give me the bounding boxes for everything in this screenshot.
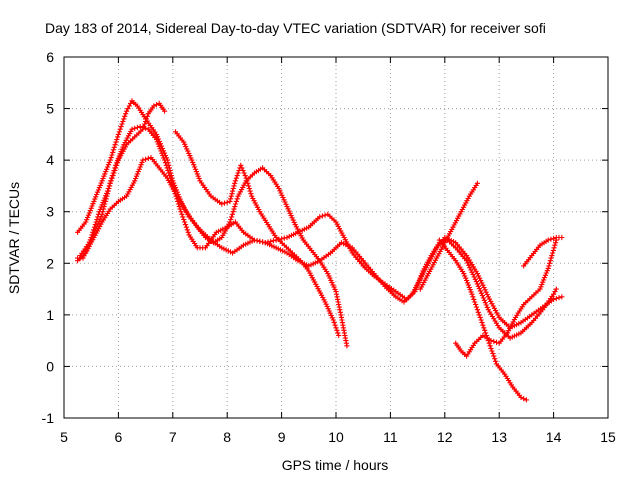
x-tick-label: 11: [383, 429, 398, 445]
series-line: [77, 100, 562, 329]
x-tick-label: 9: [278, 429, 286, 445]
x-tick-label: 6: [115, 429, 123, 445]
series-track-d: [77, 100, 168, 259]
y-tick-label: 1: [46, 307, 54, 323]
series-track-b: [75, 124, 559, 341]
x-tick-label: 14: [546, 429, 562, 445]
plus-markers: [172, 129, 342, 339]
x-tick-label: 10: [328, 429, 344, 445]
x-tick-label: 12: [437, 429, 453, 445]
y-axis-label: SDTVAR / TECUs: [6, 182, 22, 294]
plus-markers: [75, 155, 350, 349]
series-track-h: [453, 237, 559, 359]
series-track-g: [436, 237, 529, 403]
y-tick-label: 6: [46, 49, 54, 65]
plus-markers: [417, 180, 480, 292]
y-tick-label: 4: [46, 152, 54, 168]
plot-series: [75, 98, 565, 403]
series-track-e: [172, 129, 342, 339]
y-tick-label: 2: [46, 255, 54, 271]
plus-markers: [77, 100, 168, 259]
x-tick-label: 8: [223, 429, 231, 445]
y-tick-label: -1: [42, 410, 55, 426]
plot-frame: [63, 56, 609, 419]
series-track-c: [75, 155, 350, 349]
series-track-f: [417, 180, 480, 292]
plus-markers: [521, 234, 565, 269]
series-line: [455, 239, 557, 357]
y-tick-label: 5: [46, 101, 54, 117]
x-tick-label: 15: [600, 429, 616, 445]
x-tick-label: 7: [169, 429, 177, 445]
x-tick-label: 5: [60, 429, 68, 445]
plus-markers: [436, 237, 529, 403]
y-tick-label: 3: [46, 204, 54, 220]
chart-title: Day 183 of 2014, Sidereal Day-to-day VTE…: [45, 20, 546, 36]
x-axis-label: GPS time / hours: [282, 457, 389, 473]
y-tick-label: 0: [46, 358, 54, 374]
plus-markers: [75, 124, 559, 341]
plus-markers: [453, 237, 559, 359]
grid: [64, 57, 608, 418]
series-track-i: [521, 234, 565, 269]
x-tick-label: 13: [491, 429, 507, 445]
